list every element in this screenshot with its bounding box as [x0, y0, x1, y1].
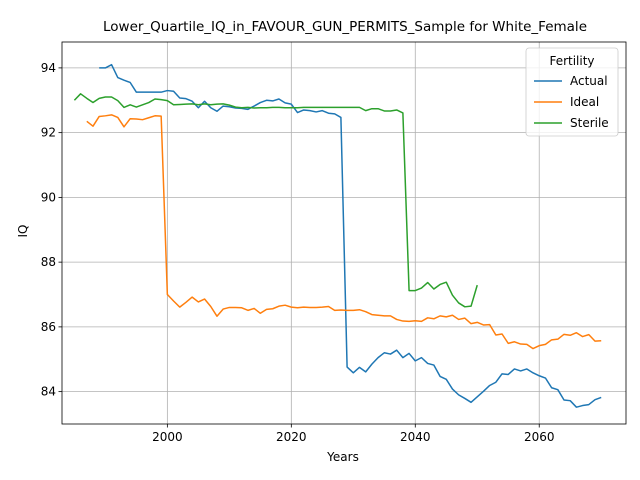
y-tick-label: 86	[41, 320, 56, 334]
legend: Fertility Actual Ideal Sterile	[525, 47, 619, 137]
legend-label-actual: Actual	[570, 74, 608, 88]
x-tick-label: 2020	[276, 430, 307, 444]
series-line-ideal	[86, 114, 602, 350]
series-lines	[73, 63, 602, 408]
y-axis-ticks: 84 86 88 90 92 94	[41, 61, 62, 399]
y-tick-label: 90	[41, 190, 56, 204]
plot-frame	[61, 41, 627, 425]
legend-label-sterile: Sterile	[570, 116, 609, 130]
legend-label-ideal: Ideal	[570, 95, 599, 109]
series-line-sterile	[73, 93, 478, 308]
x-tick-label: 2060	[524, 430, 555, 444]
legend-box	[525, 47, 619, 137]
chart-title: Lower_Quartile_IQ_in_FAVOUR_GUN_PERMITS_…	[103, 19, 587, 35]
y-tick-label: 84	[41, 385, 56, 399]
legend-title: Fertility	[549, 54, 594, 68]
x-tick-label: 2000	[152, 430, 183, 444]
y-tick-label: 88	[41, 255, 56, 269]
y-tick-label: 92	[41, 126, 56, 140]
series-line-actual	[99, 63, 602, 408]
x-axis-label: Years	[326, 450, 359, 464]
x-axis-ticks: 2000 2020 2040 2060	[152, 424, 555, 444]
y-tick-label: 94	[41, 61, 56, 75]
y-axis-label: IQ	[16, 225, 30, 238]
x-tick-label: 2040	[400, 430, 431, 444]
